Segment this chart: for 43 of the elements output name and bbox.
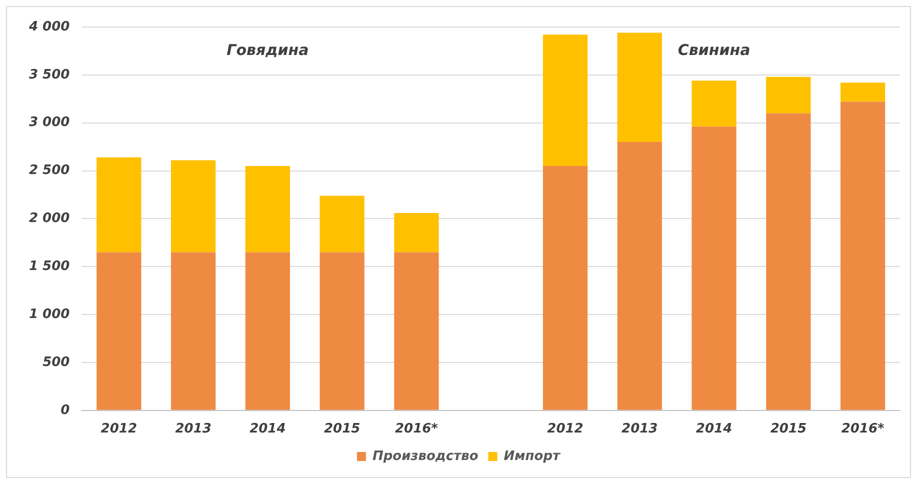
x-tick-label: 2016*: [841, 422, 884, 437]
bar: [394, 212, 439, 252]
bar: [840, 82, 886, 102]
x-tick-label: 2013: [622, 422, 658, 437]
y-tick-label: 4 000: [28, 19, 70, 34]
y-tick-label: 3 500: [28, 67, 70, 82]
y-tick-label: 1 000: [28, 306, 70, 322]
bar: [766, 113, 811, 410]
bar: [840, 102, 886, 410]
bar: [617, 32, 662, 142]
bar: [320, 196, 364, 252]
bar: [692, 126, 736, 410]
x-tick-label: 2016*: [394, 422, 438, 437]
y-tick-label: 2 000: [28, 211, 70, 226]
x-tick-label: 2015: [770, 422, 807, 437]
bar: [542, 166, 588, 410]
y-tick-label: 2 500: [28, 163, 70, 178]
x-tick-label: 2012: [100, 422, 137, 437]
bar: [617, 142, 662, 410]
x-tick-label: 2012: [547, 422, 584, 437]
bar: [96, 157, 142, 252]
bar: [245, 166, 290, 252]
bar: [96, 252, 142, 410]
bar: [766, 76, 811, 114]
x-tick-label: 2014: [696, 422, 732, 437]
x-tick-label: 2014: [250, 422, 286, 437]
bar: [394, 252, 439, 410]
bar: [245, 252, 290, 410]
y-tick-label: 0: [60, 402, 70, 418]
y-tick-label: 3 000: [28, 115, 70, 130]
legend-label: Производство: [372, 448, 478, 464]
annotation: Свинина: [678, 40, 750, 59]
bar: [542, 34, 588, 166]
bar: [170, 160, 216, 252]
y-tick-label: 1 500: [28, 259, 70, 274]
y-tick-label: 500: [42, 354, 70, 370]
legend-label: Импорт: [504, 448, 562, 464]
x-tick-label: 2015: [324, 422, 360, 437]
x-tick-label: 2013: [175, 422, 212, 437]
bar: [692, 80, 736, 127]
bar: [170, 252, 216, 410]
bar: [320, 252, 364, 410]
annotation: Говядина: [226, 40, 309, 59]
